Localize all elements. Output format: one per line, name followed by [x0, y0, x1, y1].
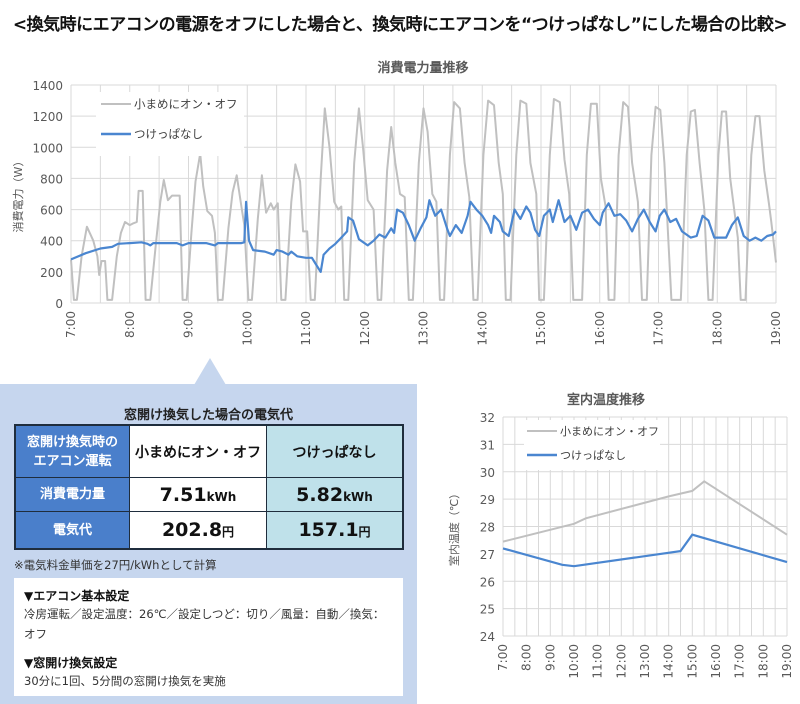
svg-text:28: 28	[480, 521, 495, 535]
table-row: 電気代 202.8円 157.1円	[14, 511, 404, 550]
continuous-temp-line	[502, 533, 788, 568]
price-note: ※電気料金単価を27円/kWhとして計算	[14, 558, 217, 572]
temp-chart-y-ticks: 24 25 26 27 28 29 30 31 32	[480, 411, 495, 644]
svg-text:32: 32	[480, 411, 495, 425]
svg-text:18:00: 18:00	[710, 311, 724, 346]
svg-text:8:00: 8:00	[123, 311, 137, 338]
svg-text:9:00: 9:00	[182, 311, 196, 338]
svg-text:12:00: 12:00	[614, 644, 628, 679]
svg-text:19:00: 19:00	[769, 311, 783, 346]
callout-pointer	[194, 358, 226, 385]
onoff-temp-line	[502, 480, 788, 543]
onoff-column-label: 小まめにオン・オフ	[135, 444, 261, 461]
corner-header-cell: 窓開け換気時の エアコン運転	[14, 424, 130, 478]
svg-text:31: 31	[480, 438, 495, 452]
onoff-cost-unit: 円	[222, 525, 235, 539]
cost-box-title: 窓開け換気した場合の電気代	[123, 408, 293, 423]
temp-chart-x-ticks: 7:00 8:00 9:00 10:00 11:00 12:00 13:00 14:00 15:…	[496, 644, 794, 679]
aircon-settings-heading: ▼エアコン基本設定	[24, 589, 130, 603]
svg-text:1200: 1200	[32, 110, 63, 124]
svg-text:13:00: 13:00	[638, 644, 652, 679]
onoff-column-header: 小まめにオン・オフ	[129, 424, 267, 478]
power-consumption-chart: 消費電力量推移 0 200 400 600 800 1000 1200 1400 7:00 8:…	[11, 60, 783, 346]
power-chart-title: 消費電力量推移	[377, 60, 468, 76]
svg-text:14:00: 14:00	[662, 644, 676, 679]
temp-chart-title: 室内温度推移	[567, 392, 645, 408]
svg-text:8:00: 8:00	[520, 644, 534, 671]
page-title: <換気時にエアコンの電源をオフにした場合と、換気時にエアコンを“つけっぱなし”に…	[12, 15, 788, 35]
svg-text:13:00: 13:00	[417, 311, 431, 346]
svg-text:0: 0	[55, 297, 63, 311]
continuous-column-label: つけっぱなし	[292, 444, 377, 461]
legend-continuous-label: つけっぱなし	[560, 449, 626, 462]
svg-text:400: 400	[40, 235, 63, 249]
onoff-cost-value: 202.8	[161, 519, 223, 541]
svg-text:11:00: 11:00	[591, 644, 605, 679]
cost-comparison-table: 窓開け換気時の エアコン運転 小まめにオン・オフ つけっぱなし 消費電力量 7.…	[14, 424, 404, 550]
svg-text:16:00: 16:00	[593, 311, 607, 346]
svg-text:15:00: 15:00	[534, 311, 548, 346]
onoff-energy-cell: 7.51kWh	[129, 477, 267, 512]
legend-onoff-label: 小まめにオン・オフ	[134, 97, 238, 111]
power-chart-y-label: 消費電力（W）	[11, 156, 25, 233]
svg-text:17:00: 17:00	[733, 644, 747, 679]
svg-text:14:00: 14:00	[475, 311, 489, 346]
window-settings-text: 30分に1回、5分間の窓開け換気を実施	[24, 674, 226, 688]
temp-chart-legend: 小まめにオン・オフ つけっぱなし	[524, 420, 660, 470]
energy-row-label: 消費電力量	[14, 477, 130, 512]
continuous-cost-cell: 157.1円	[266, 511, 404, 550]
svg-text:15:00: 15:00	[685, 644, 699, 679]
svg-text:1400: 1400	[32, 79, 63, 93]
svg-text:29: 29	[480, 493, 495, 507]
temp-chart-grid	[502, 416, 788, 637]
continuous-energy-value: 5.82	[296, 483, 344, 506]
onoff-energy-unit: kWh	[206, 489, 237, 504]
svg-text:12:00: 12:00	[358, 311, 372, 346]
temp-chart-y-label: 室内温度（℃）	[447, 488, 461, 566]
svg-text:10:00: 10:00	[240, 311, 254, 346]
svg-text:17:00: 17:00	[652, 311, 666, 346]
svg-text:600: 600	[40, 204, 63, 218]
power-chart-legend: 小まめにオン・オフ つけっぱなし	[96, 92, 244, 156]
svg-text:18:00: 18:00	[756, 644, 770, 679]
svg-text:27: 27	[480, 548, 495, 562]
power-chart-x-ticks: 7:00 8:00 9:00 10:00 11:00 12:00 13:00 14:00 15:…	[64, 311, 783, 346]
svg-text:19:00: 19:00	[780, 644, 794, 679]
svg-text:26: 26	[480, 575, 495, 589]
onoff-energy-value: 7.51	[159, 483, 207, 506]
table-row: 消費電力量 7.51kWh 5.82kWh	[14, 477, 404, 512]
svg-text:10:00: 10:00	[567, 644, 581, 679]
corner-label-line2: エアコン運転	[33, 453, 112, 469]
legend-onoff-label: 小まめにオン・オフ	[560, 425, 659, 438]
onoff-power-line	[70, 98, 777, 301]
svg-text:16:00: 16:00	[709, 644, 723, 679]
onoff-cost-cell: 202.8円	[129, 511, 267, 550]
room-temperature-chart: 室内温度推移 24 25 26 27 28 29 30 31 32 7:00 8:00 9:00 10…	[447, 392, 794, 679]
settings-panel: ▼エアコン基本設定 冷房運転／設定温度：26℃／設定しつど：切り／風量：自動／換…	[14, 578, 403, 696]
aircon-settings-text: 冷房運転／設定温度：26℃／設定しつど：切り／風量：自動／換気：オフ	[24, 607, 385, 641]
continuous-cost-unit: 円	[358, 525, 371, 539]
continuous-power-line	[70, 199, 777, 273]
continuous-energy-unit: kWh	[343, 489, 373, 504]
svg-text:24: 24	[480, 630, 495, 644]
svg-text:9:00: 9:00	[543, 644, 557, 671]
continuous-energy-cell: 5.82kWh	[266, 477, 404, 512]
svg-text:1000: 1000	[32, 141, 63, 155]
continuous-cost-value: 157.1	[298, 519, 359, 541]
svg-text:800: 800	[40, 172, 63, 186]
continuous-column-header: つけっぱなし	[266, 424, 404, 478]
table-header-row: 窓開け換気時の エアコン運転 小まめにオン・オフ つけっぱなし	[14, 424, 404, 478]
svg-text:7:00: 7:00	[64, 311, 78, 338]
svg-text:11:00: 11:00	[299, 311, 313, 346]
power-chart-y-ticks: 0 200 400 600 800 1000 1200 1400	[32, 79, 63, 311]
svg-text:25: 25	[480, 603, 495, 617]
cost-row-label: 電気代	[14, 511, 130, 550]
svg-text:7:00: 7:00	[496, 644, 510, 671]
svg-text:30: 30	[480, 466, 495, 480]
legend-continuous-label: つけっぱなし	[134, 127, 203, 141]
corner-label-line1: 窓開け換気時の	[26, 434, 118, 450]
svg-text:200: 200	[40, 266, 63, 280]
window-settings-heading: ▼窓開け換気設定	[24, 656, 118, 670]
